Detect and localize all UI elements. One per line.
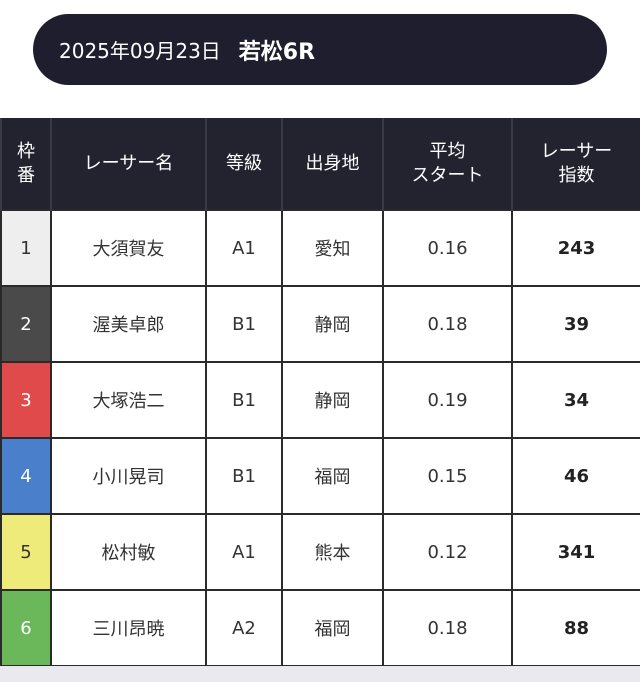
racer-avg-start: 0.18 [382,285,513,363]
racer-hometown: 愛知 [281,209,384,287]
racer-score: 46 [511,437,640,515]
racer-score: 88 [511,589,640,667]
racer-grade: B1 [205,361,283,439]
waku-cell: 4 [0,437,52,515]
header-avg-start-line2: スタート [411,164,484,186]
racer-name: 大塚浩二 [50,361,207,439]
racer-avg-start: 0.12 [382,513,513,591]
header-avg-start-line1: 平均 [429,140,466,162]
racer-avg-start: 0.15 [382,437,513,515]
table-row: 1 大須賀友 A1 愛知 0.16 243 [0,209,640,287]
racer-score: 39 [511,285,640,363]
waku-cell: 3 [0,361,52,439]
racer-grade: A1 [205,513,283,591]
racer-hometown: 静岡 [281,285,384,363]
racer-name: 小川晃司 [50,437,207,515]
table-row: 6 三川昂暁 A2 福岡 0.18 88 [0,589,640,667]
racer-grade: A1 [205,209,283,287]
racer-hometown: 福岡 [281,437,384,515]
header-hometown: 出身地 [281,118,384,210]
table-header-row: 枠 番 レーサー名 等級 出身地 平均 スタート レーサー 指数 [0,118,640,210]
waku-cell: 2 [0,285,52,363]
racer-score: 34 [511,361,640,439]
racer-grade: B1 [205,437,283,515]
race-header: 2025年09月23日 若松6R [33,14,607,85]
racer-avg-start: 0.18 [382,589,513,667]
header-waku-line2: 番 [17,164,35,186]
waku-cell: 1 [0,209,52,287]
racer-name: 松村敏 [50,513,207,591]
header-waku: 枠 番 [0,118,52,210]
waku-cell: 5 [0,513,52,591]
header-score: レーサー 指数 [511,118,640,210]
header-waku-line1: 枠 [17,140,35,162]
racer-table: 枠 番 レーサー名 等級 出身地 平均 スタート レーサー 指数 1 大須賀友 [0,118,640,667]
racer-avg-start: 0.19 [382,361,513,439]
header-name: レーサー名 [50,118,207,210]
racer-score: 243 [511,209,640,287]
table-row: 3 大塚浩二 B1 静岡 0.19 34 [0,361,640,439]
race-date: 2025年09月23日 [59,39,221,63]
racer-name: 大須賀友 [50,209,207,287]
header-score-line1: レーサー [540,140,613,162]
header-avg-start: 平均 スタート [382,118,513,210]
header-score-line2: 指数 [558,164,595,186]
race-title: 若松6R [238,39,316,65]
bottom-band [0,666,640,682]
racer-hometown: 福岡 [281,589,384,667]
table-row: 5 松村敏 A1 熊本 0.12 341 [0,513,640,591]
table-row: 2 渥美卓郎 B1 静岡 0.18 39 [0,285,640,363]
racer-grade: B1 [205,285,283,363]
racer-name: 三川昂暁 [50,589,207,667]
racer-name: 渥美卓郎 [50,285,207,363]
racer-hometown: 静岡 [281,361,384,439]
racer-avg-start: 0.16 [382,209,513,287]
waku-cell: 6 [0,589,52,667]
header-grade: 等級 [205,118,283,210]
racer-score: 341 [511,513,640,591]
racer-grade: A2 [205,589,283,667]
table-row: 4 小川晃司 B1 福岡 0.15 46 [0,437,640,515]
racer-hometown: 熊本 [281,513,384,591]
